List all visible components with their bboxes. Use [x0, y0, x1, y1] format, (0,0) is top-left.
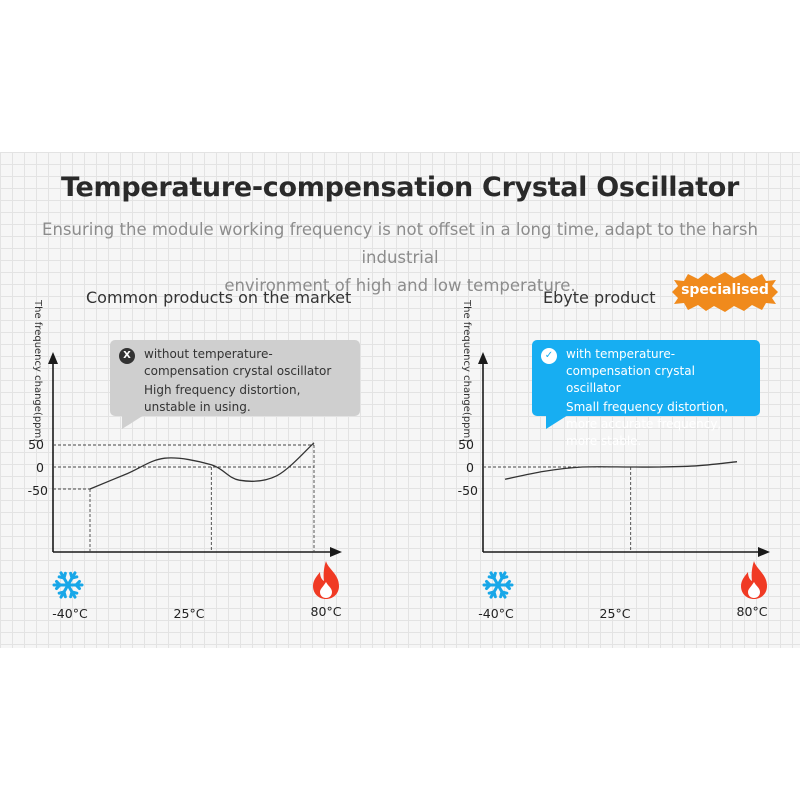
left-ytick-minus50: -50 — [27, 483, 48, 498]
left-x-arrow — [330, 547, 342, 557]
right-frequency-curve — [504, 461, 738, 480]
left-callout-body: High frequency distortion, unstable in u… — [144, 383, 301, 414]
right-panel-label: Ebyte product — [543, 288, 656, 307]
left-callout-heading: without temperature-compensation crystal… — [144, 347, 332, 378]
right-xtick-hot: 80°C — [736, 604, 768, 619]
left-xtick-cold: -40°C — [52, 606, 88, 621]
right-xtick-mid: 25°C — [599, 606, 631, 621]
left-chart — [48, 352, 342, 557]
flame-icon — [313, 561, 339, 599]
left-panel-label: Common products on the market — [86, 288, 352, 307]
right-x-arrow — [758, 547, 770, 557]
flame-icon — [741, 561, 767, 599]
badge-burst-icon — [672, 272, 778, 312]
page-title: Temperature-compensation Crystal Oscilla… — [60, 172, 740, 203]
left-frequency-curve — [89, 442, 315, 490]
right-xtick-cold: -40°C — [478, 606, 514, 621]
left-y-arrow — [48, 352, 58, 364]
right-callout-tail — [546, 415, 568, 429]
x-circle-icon: X — [119, 348, 135, 364]
right-ytick-50: 50 — [458, 437, 474, 452]
right-callout-body: Small frequency distortion, more accurat… — [566, 400, 729, 448]
right-ytick-minus50: -50 — [457, 483, 478, 498]
specialised-badge: specialised — [668, 272, 782, 312]
right-callout-heading: with temperature-compensation crystal os… — [566, 347, 695, 395]
right-callout-bubble: ✓ with temperature-compensation crystal … — [532, 340, 760, 448]
left-ytick-50: 50 — [28, 437, 44, 452]
right-ytick-0: 0 — [466, 460, 474, 475]
subtitle-line-2: environment of high and low temperature. — [224, 276, 576, 295]
badge-label: specialised — [681, 282, 769, 298]
left-xtick-hot: 80°C — [310, 604, 342, 619]
left-ytick-0: 0 — [36, 460, 44, 475]
snowflake-icon — [482, 571, 514, 599]
check-circle-icon: ✓ — [541, 348, 557, 364]
snowflake-icon — [52, 571, 84, 599]
subtitle-line-1: Ensuring the module working frequency is… — [42, 220, 758, 267]
right-y-arrow — [478, 352, 488, 364]
left-callout-bubble: X without temperature-compensation cryst… — [110, 340, 360, 416]
left-callout-tail — [122, 415, 144, 429]
page-subtitle: Ensuring the module working frequency is… — [8, 216, 792, 300]
left-guide-lines — [53, 444, 315, 552]
left-xtick-mid: 25°C — [173, 606, 205, 621]
right-chart — [478, 352, 770, 557]
right-guide-lines — [483, 466, 632, 552]
